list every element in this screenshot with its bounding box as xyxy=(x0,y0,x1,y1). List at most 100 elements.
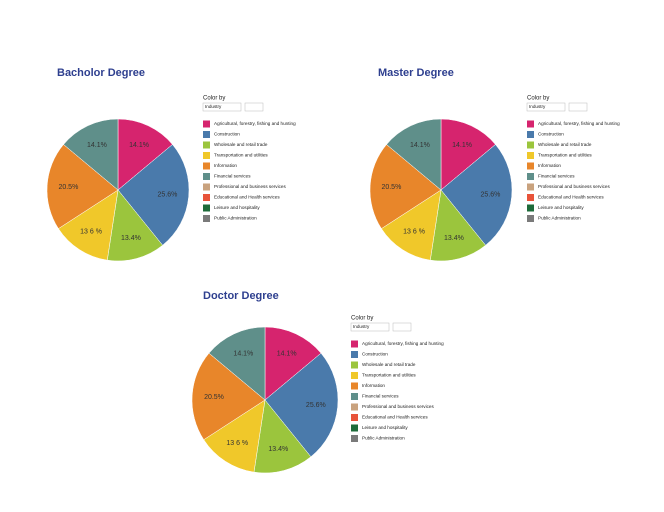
legend-swatch xyxy=(527,194,534,201)
legend-label: Educational and Health services xyxy=(538,195,604,200)
slice-label: 13.4% xyxy=(121,235,141,242)
legend-title: Color by xyxy=(203,96,225,102)
pie-slice xyxy=(440,118,496,191)
legend-swatch xyxy=(351,372,358,379)
legend-label: Transportation and utilities xyxy=(538,153,592,158)
dropdown-2[interactable] xyxy=(568,102,588,112)
legend-swatch xyxy=(527,162,534,170)
legend-label: Information xyxy=(214,163,237,168)
pie-slice xyxy=(117,144,190,246)
legend-swatch xyxy=(203,204,210,212)
legend-swatch xyxy=(203,152,210,159)
slice-label: 13 6 % xyxy=(226,440,248,447)
pie-slice xyxy=(381,189,442,261)
legend-swatch xyxy=(527,141,534,149)
legend-label: Leisure and hospitality xyxy=(214,205,260,210)
slice-label: 13.4% xyxy=(268,446,288,453)
legend-label: Leisure and hospitality xyxy=(538,205,584,210)
legend-swatch xyxy=(203,131,210,138)
dropdown-value: Industry xyxy=(529,104,546,109)
slice-label: 25.6% xyxy=(158,192,178,199)
legend-label: Financial services xyxy=(214,174,251,179)
legend-label: Educational and Health services xyxy=(362,415,428,420)
slice-label: 13.4% xyxy=(444,235,464,242)
dropdown-2[interactable] xyxy=(244,102,264,112)
legend-swatch xyxy=(203,183,210,191)
legend-title: Color by xyxy=(527,96,549,102)
slice-label: 14.1% xyxy=(233,351,253,358)
legend-swatch xyxy=(203,173,210,180)
legend-label: Transportation and utilities xyxy=(214,153,268,158)
legend-label: Wholesale and retail trade xyxy=(538,142,592,147)
legend-label: Educational and Health services xyxy=(214,195,280,200)
legend-swatch xyxy=(351,414,358,421)
legend-swatch xyxy=(203,120,210,128)
dropdown-2[interactable] xyxy=(392,322,412,332)
legend-label: Financial services xyxy=(538,174,575,179)
legend-label: Agricultural, forestry, fishing and hunt… xyxy=(538,121,620,126)
legend-label: Leisure and hospitality xyxy=(362,425,408,430)
legend-swatch xyxy=(203,141,210,149)
slice-label: 14.1% xyxy=(277,351,297,358)
legend-label: Wholesale and retail trade xyxy=(362,362,416,367)
legend-swatch xyxy=(527,183,534,191)
pie-slice xyxy=(429,189,486,262)
pie-slice xyxy=(440,144,513,246)
legend-label: Information xyxy=(538,163,561,168)
slice-label: 14.1% xyxy=(87,142,107,149)
dropdown[interactable] xyxy=(202,102,242,112)
legend-swatch xyxy=(527,131,534,138)
legend-swatch xyxy=(351,403,358,411)
slice-label: 13 6 % xyxy=(80,229,102,236)
dropdown-value: Industry xyxy=(353,324,370,329)
legend-swatch xyxy=(351,435,358,442)
slice-label: 20.5% xyxy=(204,394,224,401)
pie-slice xyxy=(386,118,442,191)
slice-label: 20.5% xyxy=(381,184,401,191)
legend-swatch xyxy=(527,204,534,212)
legend-swatch xyxy=(527,120,534,128)
legend-label: Financial services xyxy=(362,394,399,399)
slice-label: 14.1% xyxy=(129,142,149,149)
legend-swatch xyxy=(527,215,534,222)
chart-title: Master Degree xyxy=(378,67,454,79)
pie-slice xyxy=(264,352,339,458)
pie-slice xyxy=(369,144,442,229)
pie-slice xyxy=(46,144,119,229)
legend-label: Public Administration xyxy=(214,216,257,221)
legend-label: Agricultural, forestry, fishing and hunt… xyxy=(214,121,296,126)
chart-title: Bacholor Degree xyxy=(57,67,145,79)
pie-slice xyxy=(106,189,163,262)
pie-slice xyxy=(264,326,322,401)
slice-label: 25.6% xyxy=(481,192,501,199)
pie-slice xyxy=(203,399,266,473)
legend-label: Agricultural, forestry, fishing and hunt… xyxy=(362,341,444,346)
pie-slice xyxy=(117,118,173,191)
dropdown-value: Industry xyxy=(205,104,222,109)
dropdown[interactable] xyxy=(526,102,566,112)
pie-slice xyxy=(63,118,119,191)
legend-label: Construction xyxy=(362,352,388,357)
legend-swatch xyxy=(351,382,358,390)
legend-swatch xyxy=(203,194,210,201)
legend-swatch xyxy=(351,351,358,358)
legend-label: Transportation and utilities xyxy=(362,373,416,378)
slice-label: 14.1% xyxy=(410,142,430,149)
legend-swatch xyxy=(351,361,358,369)
legend-swatch xyxy=(527,152,534,159)
legend-label: Professional and business services xyxy=(214,184,286,189)
slice-label: 14.1% xyxy=(452,142,472,149)
legend-swatch xyxy=(351,424,358,432)
slice-label: 13 6 % xyxy=(403,229,425,236)
chart-title: Doctor Degree xyxy=(203,290,279,302)
legend-label: Professional and business services xyxy=(362,404,434,409)
legend-label: Information xyxy=(362,383,385,388)
legend-swatch xyxy=(527,173,534,180)
legend-swatch xyxy=(203,162,210,170)
pie-slice xyxy=(208,326,266,401)
legend-label: Wholesale and retail trade xyxy=(214,142,268,147)
legend-label: Construction xyxy=(538,132,564,137)
dropdown[interactable] xyxy=(350,322,390,332)
pie-slice xyxy=(58,189,119,261)
